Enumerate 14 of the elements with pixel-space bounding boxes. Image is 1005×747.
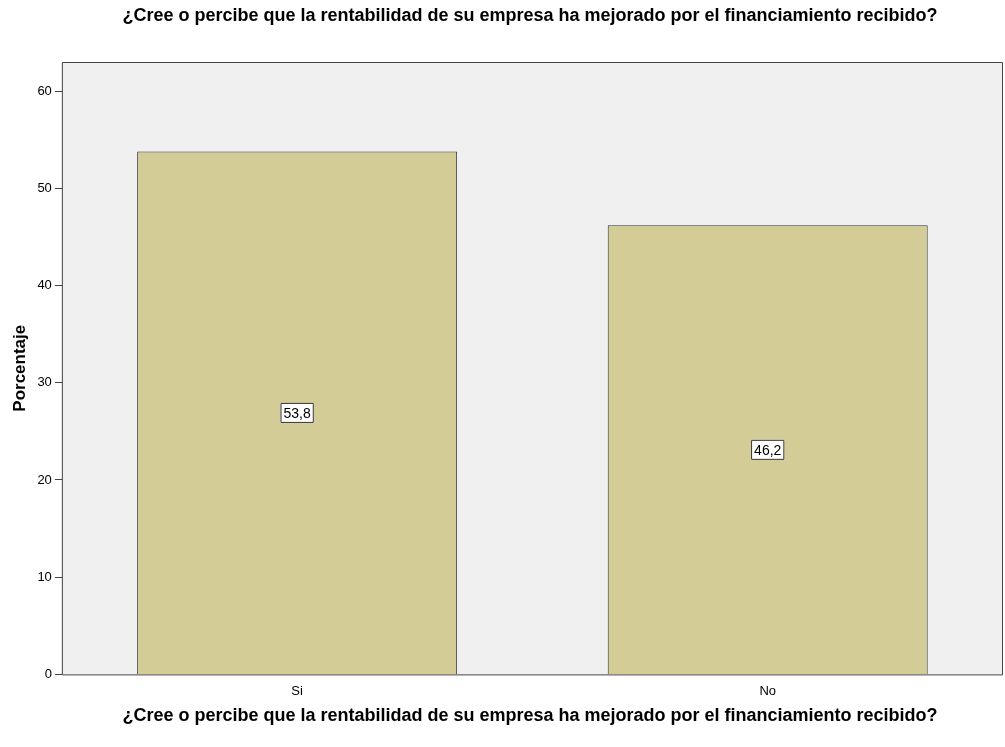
y-tick-label: 10 xyxy=(37,568,52,584)
y-tick-label: 60 xyxy=(37,82,52,98)
x-tick-label: Si xyxy=(291,682,304,698)
y-tick-label: 20 xyxy=(37,471,52,487)
data-label: 46,2 xyxy=(754,441,782,458)
x-tick-label: No xyxy=(759,682,777,698)
y-tick-label: 30 xyxy=(37,374,52,390)
y-tick-label: 0 xyxy=(44,665,52,681)
y-axis-title: Porcentaje xyxy=(9,324,29,412)
x-axis-title: ¿Cree o percibe que la rentabilidad de su empresa ha mejorado por el financiamiento recibido? xyxy=(121,705,939,725)
chart-title: ¿Cree o percibe que la rentabilidad de su empresa ha mejorado por el financiamiento recibido? xyxy=(121,5,939,25)
data-label: 53,8 xyxy=(283,404,311,421)
y-tick-label: 40 xyxy=(37,277,52,293)
y-tick-label: 50 xyxy=(37,179,52,195)
